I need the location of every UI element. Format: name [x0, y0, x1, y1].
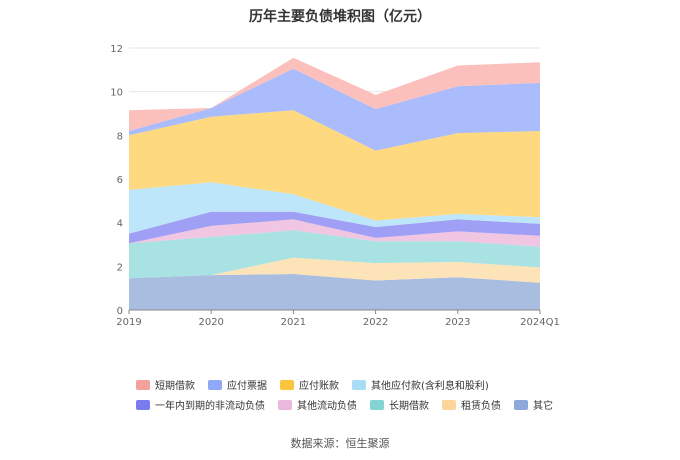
- area-series: [129, 57, 540, 310]
- x-tick-label: 2021: [281, 317, 306, 328]
- legend-label: 应付账款: [299, 379, 339, 392]
- x-tick-label: 2022: [363, 317, 388, 328]
- y-tick-label: 10: [110, 88, 123, 99]
- x-tick-label: 2023: [445, 317, 470, 328]
- area-短期借款: [129, 57, 540, 131]
- legend-label: 短期借款: [155, 379, 195, 392]
- axes: 0 2 4 6 8 10 12 2019 2020 2021 2022 2023 2024Q1: [110, 44, 560, 328]
- legend-item-其它[interactable]: 其它: [514, 399, 553, 412]
- legend-item-其他应付款(含利息和股利)[interactable]: 其他应付款(含利息和股利): [352, 379, 489, 392]
- area-其他应付款(含利息和股利): [129, 182, 540, 234]
- legend-swatch: [136, 380, 150, 390]
- legend-item-长期借款[interactable]: 长期借款: [370, 399, 429, 412]
- area-应付票据: [129, 68, 540, 151]
- legend-item-其他流动负债[interactable]: 其他流动负债: [278, 399, 357, 412]
- legend-label: 租赁负债: [461, 399, 501, 412]
- legend-swatch: [208, 380, 222, 390]
- area-租赁负债: [129, 257, 540, 283]
- area-应付账款: [129, 110, 540, 221]
- y-tick-label: 0: [117, 306, 123, 317]
- legend-swatch: [278, 400, 292, 410]
- y-tick-label: 4: [117, 219, 123, 230]
- y-tick-label: 2: [117, 262, 123, 273]
- legend-label: 应付票据: [227, 379, 267, 392]
- legend[interactable]: 短期借款 应付票据 应付账款 其他应付款(含利息和股利) 一年内到期的非流动负债 其他流动…: [136, 379, 553, 412]
- chart-title: 历年主要负债堆积图（亿元）: [249, 9, 431, 25]
- area-其他流动负债: [129, 219, 540, 247]
- legend-item-应付账款[interactable]: 应付账款: [280, 379, 339, 392]
- y-tick-label: 8: [117, 131, 123, 142]
- legend-swatch: [352, 380, 366, 390]
- legend-swatch: [136, 400, 150, 410]
- legend-item-短期借款[interactable]: 短期借款: [136, 379, 195, 392]
- y-tick-label: 6: [117, 175, 123, 186]
- legend-swatch: [280, 380, 294, 390]
- area-一年内到期的非流动负债: [129, 211, 540, 244]
- legend-label: 其他流动负债: [297, 399, 357, 412]
- area-长期借款: [129, 230, 540, 279]
- x-tick-label: 2020: [198, 317, 223, 328]
- legend-item-应付票据[interactable]: 应付票据: [208, 379, 267, 392]
- data-source-note: 数据来源：恒生聚源: [290, 437, 390, 450]
- legend-swatch: [370, 400, 384, 410]
- legend-swatch: [514, 400, 528, 410]
- y-tick-label: 12: [110, 44, 123, 55]
- legend-label: 其他应付款(含利息和股利): [371, 379, 489, 392]
- legend-label: 一年内到期的非流动负债: [155, 399, 265, 412]
- legend-item-一年内到期的非流动负债[interactable]: 一年内到期的非流动负债: [136, 399, 265, 412]
- legend-label: 长期借款: [389, 399, 429, 412]
- legend-item-租赁负债[interactable]: 租赁负债: [442, 399, 501, 412]
- area-其它: [129, 274, 540, 310]
- legend-swatch: [442, 400, 456, 410]
- x-tick-label: 2024Q1: [520, 317, 560, 328]
- legend-label: 其它: [533, 399, 553, 412]
- x-tick-label: 2019: [116, 317, 141, 328]
